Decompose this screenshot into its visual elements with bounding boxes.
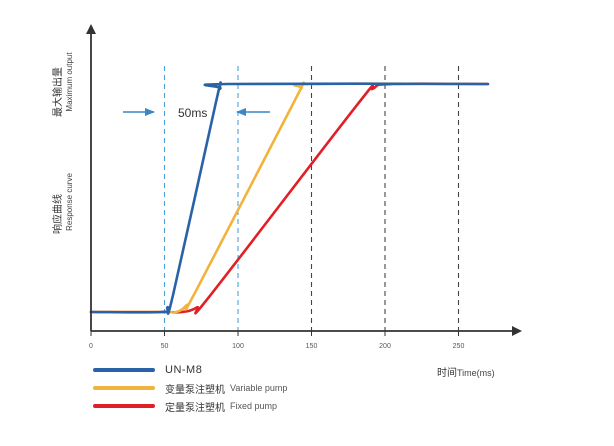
x-tick-label-150: 150 <box>306 343 318 350</box>
y-title-mid-en: Response curve <box>65 173 74 231</box>
x-tick-label-100: 100 <box>232 343 244 350</box>
x-tick-label-50: 50 <box>161 343 169 350</box>
legend-label-fixed-pump-cn: 定量泵注塑机 <box>165 402 225 414</box>
y-title-top-cn: 最大输出量 <box>51 67 64 117</box>
y-title-top-en: Maximum output <box>65 52 74 112</box>
legend-swatch-un-m8 <box>93 368 155 372</box>
legend: UN-M8 变量泵注塑机 Variable pump 定量泵注塑机 Fixed … <box>93 362 287 416</box>
legend-item-un-m8: UN-M8 <box>93 362 287 378</box>
legend-label-fixed-pump-en: Fixed pump <box>230 401 278 411</box>
x-tick-label-0: 0 <box>89 343 93 350</box>
y-title-mid-cn: 响应曲线 <box>51 194 64 234</box>
legend-label-un-m8: UN-M8 <box>165 364 203 376</box>
annotation-label: 50ms <box>178 106 207 120</box>
legend-swatch-fixed-pump <box>93 404 155 408</box>
x-title-cn: 时间 <box>437 366 457 379</box>
series-line-un-m8 <box>89 81 490 315</box>
series-line-variable-pump <box>89 81 490 314</box>
x-tick-label-200: 200 <box>379 343 391 350</box>
legend-label-variable-pump-cn: 变量泵注塑机 <box>165 384 225 396</box>
legend-swatch-variable-pump <box>93 386 155 390</box>
legend-item-variable-pump: 变量泵注塑机 Variable pump <box>93 380 287 396</box>
legend-label-variable-pump-en: Variable pump <box>230 383 288 393</box>
legend-item-fixed-pump: 定量泵注塑机 Fixed pump <box>93 398 287 414</box>
x-tick-label-250: 250 <box>453 343 465 350</box>
x-title: 时间Time(ms) <box>437 366 495 379</box>
x-title-en: Time(ms) <box>457 368 495 378</box>
series-line-fixed-pump <box>89 82 490 315</box>
